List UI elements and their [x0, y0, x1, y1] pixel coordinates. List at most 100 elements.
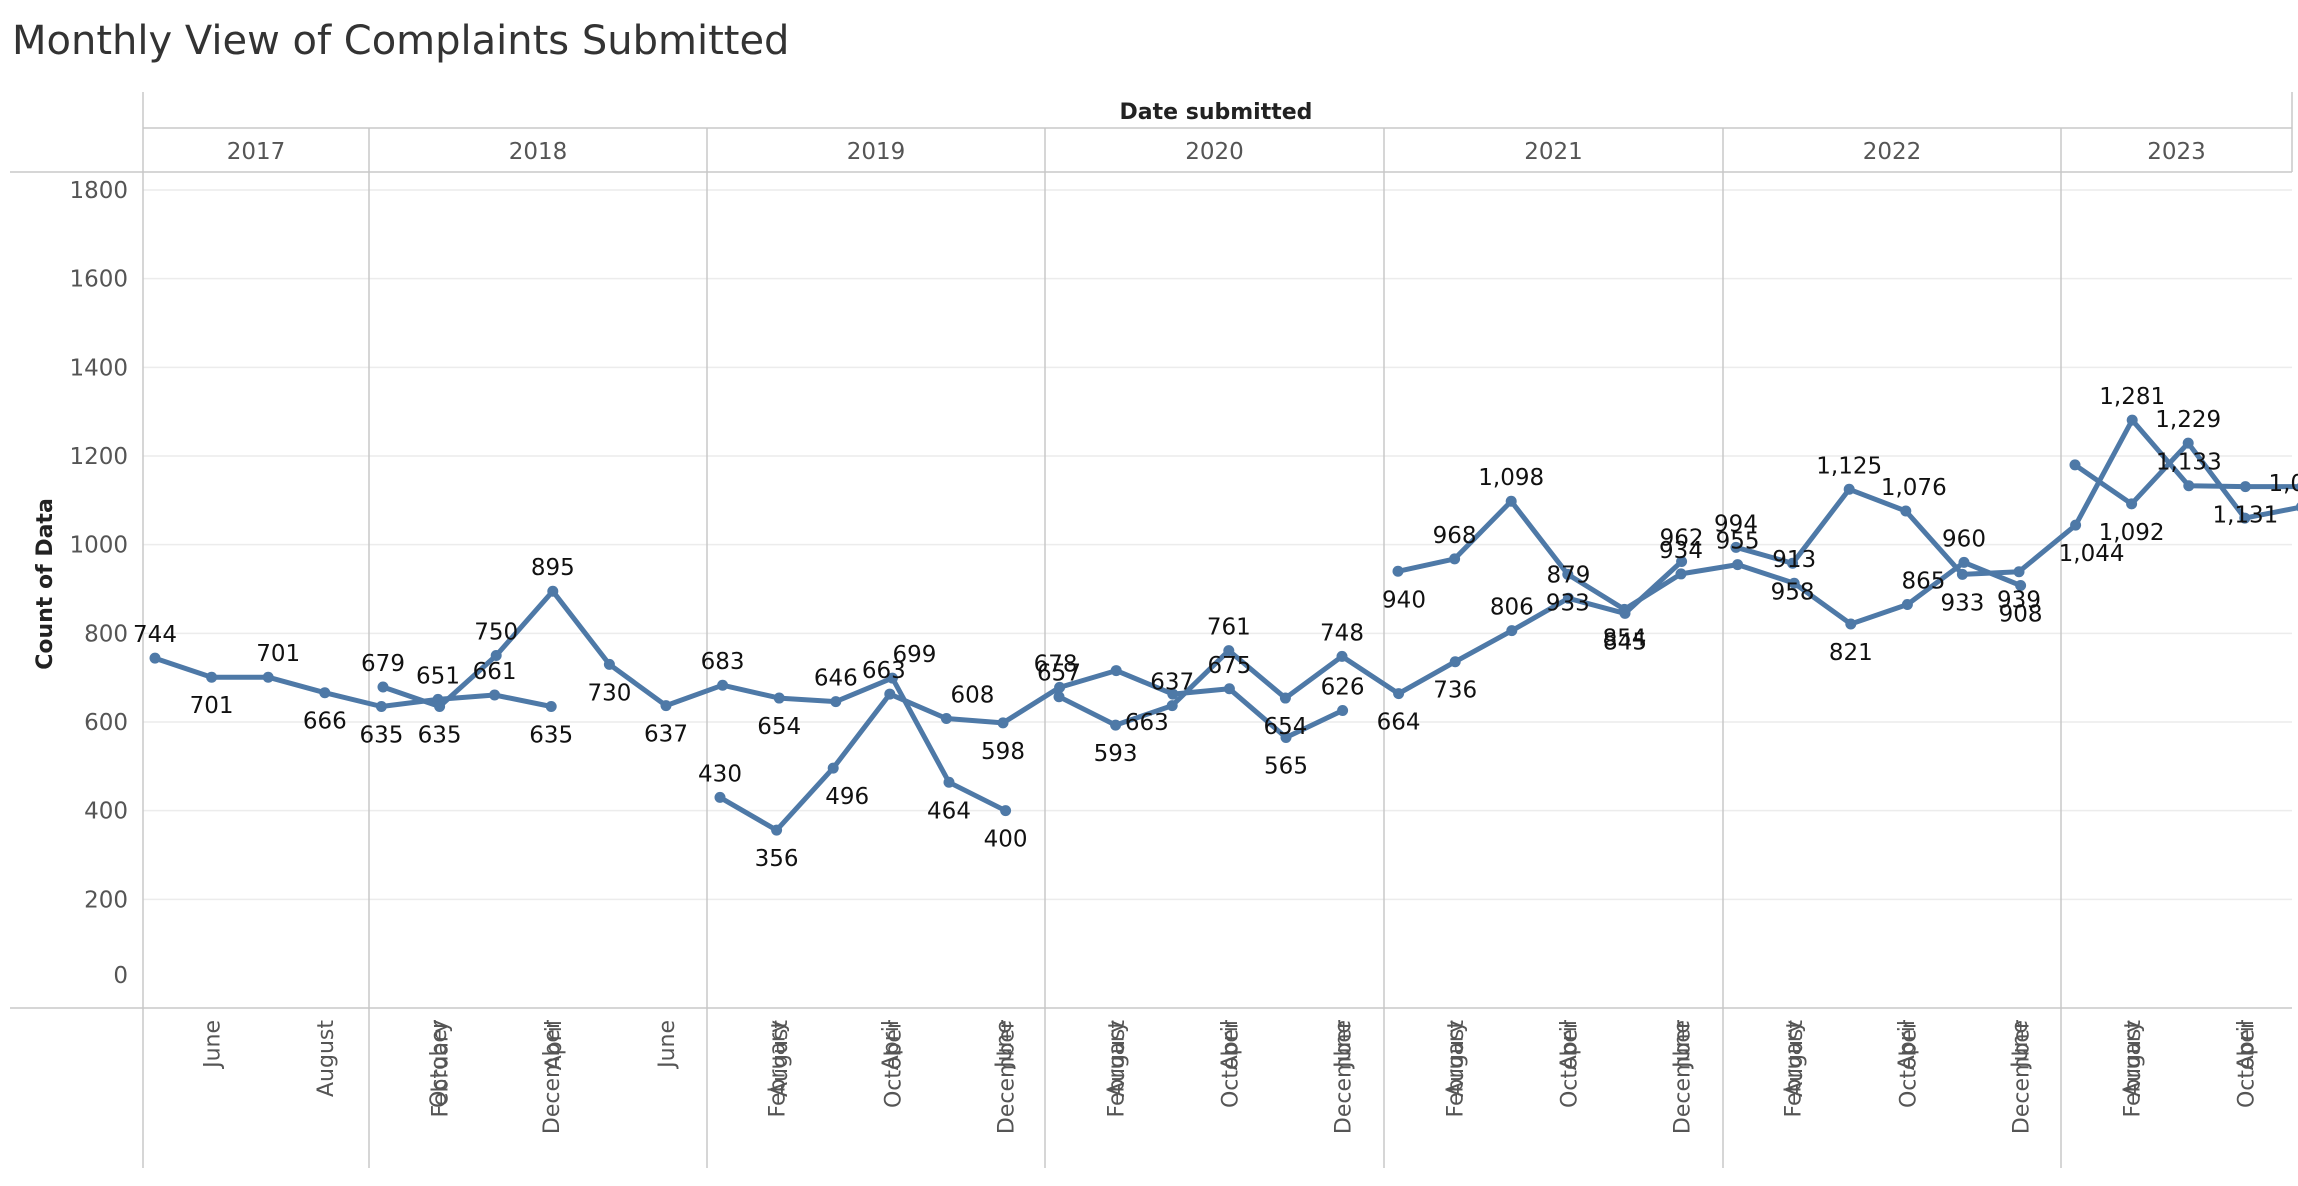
data-point[interactable] [1788, 577, 1800, 589]
data-point[interactable] [1223, 645, 1235, 657]
data-label: 664 [1377, 710, 1421, 736]
data-point[interactable] [1618, 603, 1630, 615]
data-label: 934 [1659, 538, 1703, 564]
data-point[interactable] [1280, 732, 1292, 744]
data-label: 913 [1772, 547, 1816, 573]
data-label: 666 [303, 709, 347, 735]
data-point[interactable] [1676, 556, 1688, 568]
data-point[interactable] [1110, 719, 1122, 731]
data-point[interactable] [714, 791, 726, 803]
data-point[interactable] [2295, 501, 2298, 512]
data-point[interactable] [1167, 688, 1179, 700]
data-label: 854 [1602, 625, 1646, 651]
data-point[interactable] [434, 700, 446, 712]
data-point[interactable] [717, 679, 729, 691]
data-label: 955 [1716, 529, 1760, 555]
x-tick-label: June [201, 1020, 226, 1070]
data-point[interactable] [830, 696, 842, 708]
data-point[interactable] [1054, 681, 1066, 693]
data-point[interactable] [886, 672, 898, 684]
data-point[interactable] [1110, 665, 1122, 677]
y-axis-ticks: 0 200 400 600 800 1000 1200 1400 1600 1800 [69, 178, 128, 989]
data-point[interactable] [2239, 512, 2251, 524]
data-point[interactable] [603, 658, 615, 670]
data-point[interactable] [1506, 625, 1518, 637]
data-point[interactable] [940, 712, 952, 724]
data-point[interactable] [377, 681, 389, 693]
data-point[interactable] [262, 671, 274, 683]
data-point[interactable] [1845, 618, 1857, 630]
x-tick-label: June [2008, 1020, 2033, 1070]
data-label: 637 [644, 722, 688, 748]
x-tick-label: December [1671, 1019, 1696, 1134]
x-tick-label: February [766, 1020, 791, 1118]
data-point[interactable] [1562, 592, 1574, 604]
series-lines [152, 417, 2298, 833]
data-point[interactable] [1958, 556, 1970, 568]
data-label: 1,125 [1816, 453, 1882, 479]
data-point[interactable] [489, 689, 501, 701]
x-tick-label: October [881, 1019, 906, 1108]
data-point[interactable] [2126, 498, 2138, 510]
data-point[interactable] [943, 776, 955, 788]
data-point[interactable] [1337, 704, 1349, 716]
data-point[interactable] [545, 700, 557, 712]
data-point[interactable] [1449, 656, 1461, 668]
data-point[interactable] [1449, 553, 1461, 565]
x-tick-label: August [1783, 1020, 1808, 1097]
data-point[interactable] [490, 650, 502, 661]
data-point[interactable] [1732, 559, 1744, 571]
data-point[interactable] [2182, 437, 2194, 449]
data-point[interactable] [1730, 541, 1742, 553]
data-label: 635 [359, 722, 403, 748]
data-label: 598 [981, 739, 1025, 765]
data-point[interactable] [375, 700, 387, 712]
data-point[interactable] [1675, 568, 1687, 580]
data-point[interactable] [660, 700, 672, 712]
data-point[interactable] [149, 652, 161, 664]
data-point[interactable] [827, 762, 839, 774]
y-tick-label: 1600 [69, 267, 128, 293]
data-point[interactable] [547, 585, 559, 597]
data-point[interactable] [771, 824, 783, 836]
data-point[interactable] [1900, 505, 1912, 517]
data-point[interactable] [884, 688, 896, 700]
data-point[interactable] [2013, 566, 2025, 578]
data-point[interactable] [319, 687, 331, 699]
data-point[interactable] [2069, 459, 2081, 471]
data-point[interactable] [1053, 691, 1065, 703]
data-label: 933 [1546, 590, 1590, 616]
x-tick-label: October [1896, 1019, 1921, 1108]
data-label: 1,229 [2155, 407, 2221, 433]
data-point[interactable] [1279, 692, 1291, 704]
data-point[interactable] [1336, 650, 1348, 662]
data-point[interactable] [773, 692, 785, 704]
x-tick-label: August [768, 1020, 793, 1097]
data-point[interactable] [1223, 683, 1235, 695]
data-point[interactable] [2183, 480, 2195, 492]
data-point[interactable] [2239, 481, 2251, 493]
data-point[interactable] [1505, 495, 1517, 507]
x-tick-label: February [1444, 1020, 1469, 1118]
data-point[interactable] [206, 671, 218, 683]
data-point[interactable] [2015, 579, 2027, 591]
data-point[interactable] [1000, 805, 1012, 817]
x-tick-label: April [2234, 1020, 2259, 1070]
data-label: 750 [474, 620, 518, 646]
data-label: 1,133 [2156, 450, 2222, 476]
data-point[interactable] [1392, 565, 1404, 577]
data-point[interactable] [1901, 599, 1913, 611]
data-label: 626 [1321, 674, 1365, 700]
data-point[interactable] [997, 717, 1009, 729]
year-headers: 2017 2018 2019 2020 2021 2022 2023 [227, 139, 2206, 165]
data-label: 730 [587, 680, 631, 706]
data-point[interactable] [1787, 557, 1799, 569]
data-point[interactable] [1956, 568, 1968, 580]
data-point[interactable] [1562, 568, 1574, 580]
data-point[interactable] [2126, 414, 2138, 426]
data-point[interactable] [2070, 519, 2082, 531]
data-point[interactable] [1393, 688, 1405, 700]
data-point[interactable] [1166, 700, 1178, 712]
data-point[interactable] [1843, 483, 1855, 495]
data-label: 968 [1433, 523, 1477, 549]
